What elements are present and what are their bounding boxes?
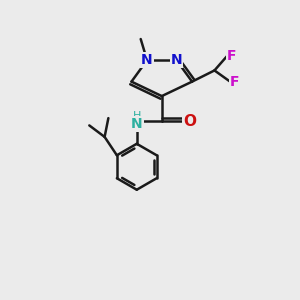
Text: F: F xyxy=(230,75,239,88)
Text: H: H xyxy=(133,111,141,121)
Text: F: F xyxy=(227,49,236,63)
Text: N: N xyxy=(131,117,142,131)
Text: O: O xyxy=(183,114,196,129)
Text: N: N xyxy=(171,53,182,67)
Text: N: N xyxy=(141,53,153,67)
